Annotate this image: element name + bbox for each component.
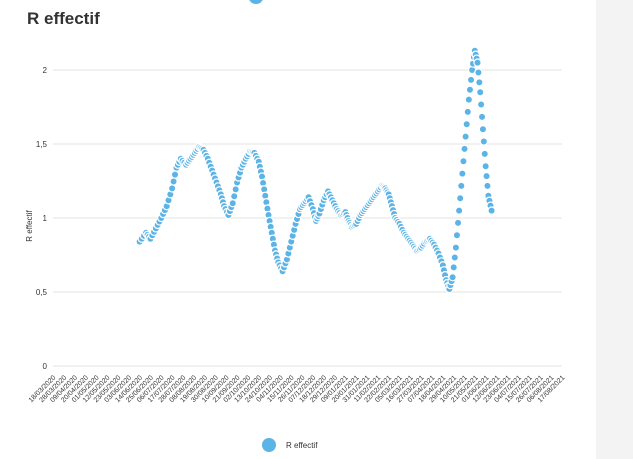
chart-card: R effectif 0 0,5 1 1,5 2 18/03/2020 28/03/202… xyxy=(25,0,567,452)
legend[interactable]: R effectif xyxy=(262,438,317,452)
data-point[interactable] xyxy=(475,78,484,87)
legend-marker xyxy=(262,438,276,452)
data-point[interactable] xyxy=(449,263,458,272)
y-tick-label: 1 xyxy=(43,214,48,223)
data-point[interactable] xyxy=(477,112,487,122)
data-point[interactable] xyxy=(464,95,474,104)
data-point[interactable] xyxy=(457,181,466,191)
data-point[interactable] xyxy=(228,198,237,208)
y-tick-label: 2 xyxy=(43,66,48,75)
data-point[interactable] xyxy=(460,144,469,154)
data-point[interactable] xyxy=(448,273,457,282)
data-point[interactable] xyxy=(170,170,180,179)
data-point[interactable] xyxy=(458,169,467,178)
y-tick-label: 0,5 xyxy=(36,288,48,297)
data-point[interactable] xyxy=(452,231,462,240)
side-panel xyxy=(596,0,633,459)
data-point[interactable] xyxy=(481,161,490,171)
data-point[interactable] xyxy=(451,243,461,252)
data-point[interactable] xyxy=(466,75,476,85)
data-point[interactable] xyxy=(167,184,177,193)
data-point[interactable] xyxy=(483,181,492,191)
chart-title: R effectif xyxy=(27,9,100,28)
data-point[interactable] xyxy=(453,218,463,228)
data-point[interactable] xyxy=(487,206,496,215)
y-tick-label: 1,5 xyxy=(36,140,48,149)
data-point[interactable] xyxy=(454,206,464,215)
data-point[interactable] xyxy=(169,177,178,186)
data-point[interactable] xyxy=(479,137,489,146)
data-point[interactable] xyxy=(461,132,470,141)
gridlines xyxy=(53,69,562,367)
series-points xyxy=(135,46,496,294)
data-point[interactable] xyxy=(456,194,465,203)
data-point[interactable] xyxy=(473,58,482,67)
data-point[interactable] xyxy=(476,100,486,109)
data-point[interactable] xyxy=(231,185,240,194)
data-point[interactable] xyxy=(459,157,468,166)
data-point[interactable] xyxy=(450,253,459,262)
data-point[interactable] xyxy=(476,87,485,97)
data-point[interactable] xyxy=(474,68,483,77)
y-axis-label: R effectif xyxy=(25,210,34,242)
data-point[interactable] xyxy=(230,192,239,201)
legend-label: R effectif xyxy=(286,440,318,450)
cropped-legend-marker xyxy=(249,0,263,4)
chart-svg: 0 0,5 1 1,5 2 18/03/202028/03/202009/04/2020… xyxy=(25,46,567,404)
data-point[interactable] xyxy=(465,85,475,94)
data-point[interactable] xyxy=(482,171,491,181)
data-point[interactable] xyxy=(480,149,489,159)
y-tick-labels: 0 0,5 1 1,5 2 xyxy=(36,66,48,371)
data-point[interactable] xyxy=(463,107,472,117)
y-tick-label: 0 xyxy=(43,362,48,371)
data-point[interactable] xyxy=(462,120,471,129)
x-tick-labels: 18/03/202028/03/202009/04/202020/04/2020… xyxy=(28,374,567,404)
data-point[interactable] xyxy=(478,124,488,134)
